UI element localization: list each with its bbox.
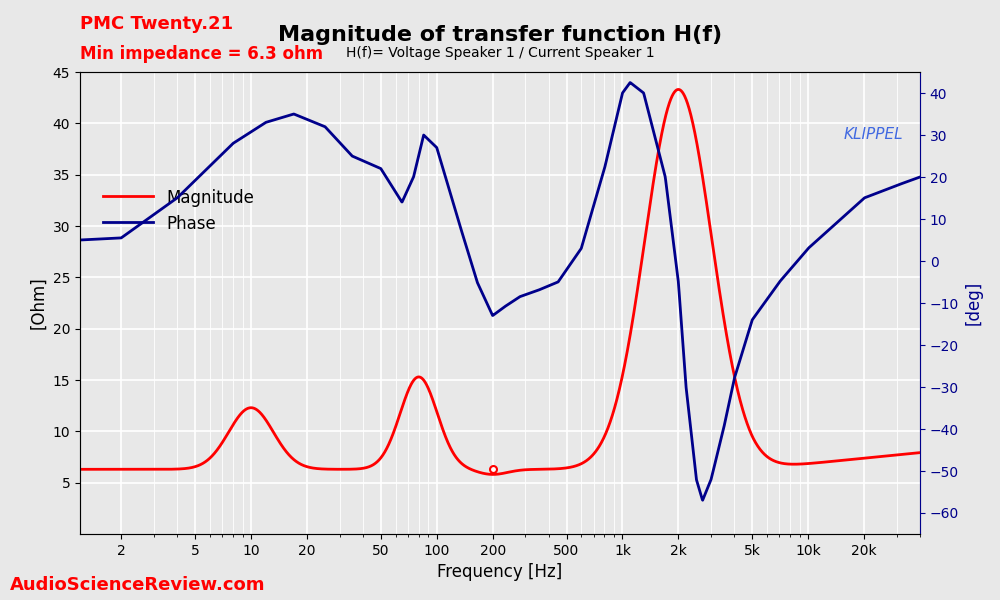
Magnitude [487, 471, 499, 478]
Title: Magnitude of transfer function H(f): Magnitude of transfer function H(f) [278, 25, 722, 46]
Text: H(f)= Voltage Speaker 1 / Current Speaker 1: H(f)= Voltage Speaker 1 / Current Speake… [346, 46, 654, 60]
Phase [808, 240, 820, 247]
Phase [433, 150, 445, 157]
Line: Phase: Phase [80, 83, 920, 500]
Magnitude [396, 404, 408, 411]
Magnitude [74, 466, 86, 473]
Magnitude [672, 86, 684, 93]
Magnitude [220, 433, 232, 440]
Phase [624, 79, 636, 86]
Legend: Magnitude, Phase: Magnitude, Phase [97, 182, 261, 239]
Text: PMC Twenty.21: PMC Twenty.21 [80, 15, 233, 33]
Phase [914, 173, 926, 181]
Magnitude [433, 413, 445, 421]
Phase [697, 497, 709, 504]
Phase [170, 196, 182, 203]
Phase [220, 147, 232, 154]
X-axis label: Frequency [Hz]: Frequency [Hz] [437, 563, 563, 581]
Phase [396, 199, 408, 206]
Y-axis label: [deg]: [deg] [965, 281, 983, 325]
Magnitude [914, 449, 926, 456]
Magnitude [898, 451, 910, 458]
Text: KLIPPEL: KLIPPEL [844, 127, 903, 142]
Y-axis label: [Ohm]: [Ohm] [29, 277, 47, 329]
Text: AudioScienceReview.com: AudioScienceReview.com [10, 576, 266, 594]
Magnitude [170, 466, 182, 473]
Phase [898, 179, 910, 187]
Text: Min impedance = 6.3 ohm: Min impedance = 6.3 ohm [80, 45, 323, 63]
Line: Magnitude: Magnitude [80, 89, 920, 475]
Magnitude [808, 460, 820, 467]
Phase [74, 236, 86, 244]
